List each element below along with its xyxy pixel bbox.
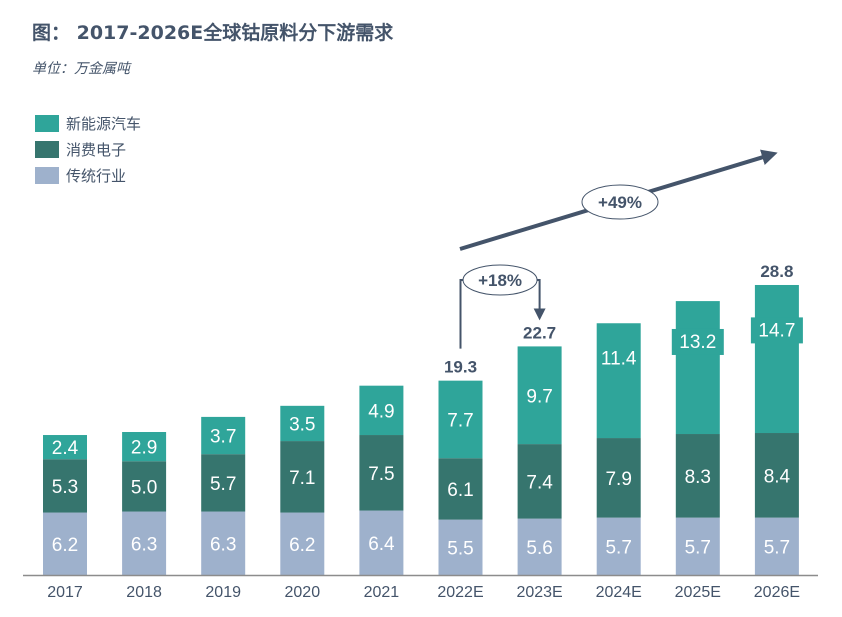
bar-segment: [122, 461, 167, 512]
bar-segment: [596, 517, 641, 575]
data-label: 5.6: [526, 538, 552, 559]
data-label: 5.5: [447, 538, 473, 559]
data-label: 5.7: [685, 537, 711, 558]
bar-segment: [754, 284, 799, 434]
data-label: 3.7: [210, 427, 236, 448]
data-label: 2.9: [131, 438, 157, 459]
data-label: 5.3: [52, 477, 78, 498]
data-label: 14.7: [758, 320, 795, 341]
bar-segment: [438, 458, 483, 520]
bar-segment: [201, 416, 246, 455]
total-label: 19.3: [444, 358, 477, 377]
x-tick-label: 2018: [126, 584, 162, 601]
data-label: 6.3: [210, 534, 236, 555]
bar-segment: [43, 512, 87, 575]
chart-subtitle: 单位：万金属吨: [32, 61, 130, 77]
data-label: 6.4: [368, 534, 395, 555]
legend-label-traditional: 传统行业: [66, 166, 127, 185]
bar-segment: [438, 519, 483, 575]
data-label: 6.2: [289, 535, 315, 556]
x-tick-label: 2023E: [516, 584, 562, 601]
data-label: 7.4: [526, 472, 553, 493]
legend-item-consumer-electronics: 消费电子: [35, 136, 141, 162]
x-tick-label: 2020: [285, 584, 321, 601]
data-label: 6.3: [131, 534, 157, 555]
legend-swatch-consumer-electronics: [35, 140, 59, 158]
legend-item-ev: 新能源汽车: [35, 110, 141, 136]
bar-segment: [517, 518, 562, 575]
x-tick-label: 2024E: [596, 584, 642, 601]
x-tick-label: 2019: [205, 584, 241, 601]
data-label: 6.1: [447, 480, 473, 501]
data-label: 5.7: [764, 537, 790, 558]
bar-segment: [754, 433, 799, 518]
bar-segment: [280, 405, 325, 442]
data-label: 8.4: [764, 466, 791, 487]
legend-swatch-traditional: [35, 166, 59, 184]
bar-segment: [359, 435, 404, 511]
legend-swatch-ev: [35, 114, 59, 132]
data-label: 5.0: [131, 477, 157, 498]
chart-title: 图： 2017-2026E全球钴原料分下游需求: [32, 22, 394, 44]
trend-badge-label: +49%: [598, 193, 642, 212]
chart-legend: 新能源汽车 消费电子 传统行业: [35, 110, 141, 188]
bar-segment: [43, 435, 87, 460]
bar-segment: [438, 380, 483, 459]
data-label: 13.2: [679, 332, 716, 353]
bar-segment: [122, 511, 167, 575]
data-label: 9.7: [526, 386, 552, 407]
x-tick-label: 2021: [364, 584, 400, 601]
data-label-box: [671, 328, 724, 355]
bar-segment: [359, 385, 404, 436]
growth-badge-oval: [462, 264, 538, 296]
x-tick-label: 2025E: [675, 584, 721, 601]
data-label: 7.9: [605, 469, 631, 490]
bar-segment: [675, 517, 720, 575]
bar-segment: [517, 346, 562, 445]
bar-segment: [122, 432, 167, 462]
total-label: 28.8: [760, 262, 793, 281]
data-label: 7.7: [447, 410, 473, 431]
bar-segment: [201, 511, 246, 575]
bar-segment: [201, 454, 246, 512]
legend-label-ev: 新能源汽车: [66, 114, 142, 133]
data-label: 5.7: [210, 474, 236, 495]
data-label: 7.5: [368, 464, 394, 485]
data-label: 11.4: [601, 349, 637, 370]
data-label: 2.4: [52, 438, 79, 459]
bar-segment: [280, 441, 325, 513]
bar-segment: [517, 444, 562, 519]
data-label: 4.9: [368, 401, 394, 422]
x-tick-label: 2022E: [437, 584, 483, 601]
x-tick-label: 2017: [47, 584, 83, 601]
bar-segment: [596, 323, 641, 439]
bar-segment: [675, 301, 720, 435]
bar-segment: [596, 438, 641, 518]
data-label: 8.3: [685, 467, 711, 488]
bar-segment: [754, 517, 799, 575]
bar-segment: [280, 512, 325, 575]
data-label: 6.2: [52, 535, 78, 556]
data-label: 3.5: [289, 414, 315, 435]
bar-segment: [43, 459, 87, 513]
total-label: 22.7: [523, 323, 556, 342]
growth-badge-label: +18%: [478, 271, 522, 290]
legend-item-traditional: 传统行业: [35, 162, 141, 188]
data-label: 7.1: [289, 468, 315, 489]
data-label: 5.7: [605, 537, 631, 558]
bar-segment: [675, 434, 720, 518]
x-tick-label: 2026E: [754, 584, 800, 601]
legend-label-consumer-electronics: 消费电子: [66, 140, 127, 159]
bar-segment: [359, 510, 404, 575]
trend-badge-oval: [581, 184, 659, 220]
data-label-box: [750, 317, 803, 344]
